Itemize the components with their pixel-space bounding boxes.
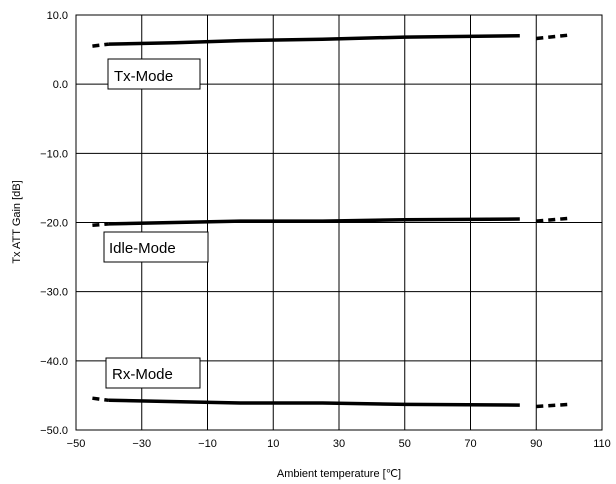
- rx-mode-line-extension-low: [92, 396, 110, 403]
- x-tick-label: 30: [333, 438, 345, 450]
- tx-mode-line-extension-low: [92, 42, 110, 48]
- idle-mode-label: Idle-Mode: [109, 240, 176, 257]
- x-tick-label: 50: [399, 438, 411, 450]
- x-tick-label: 110: [593, 438, 611, 450]
- tx-mode-line-extension-high: [536, 33, 570, 41]
- x-tick-label: −50: [67, 438, 86, 450]
- idle-mode-label-box: Idle-Mode: [103, 231, 209, 263]
- y-tick-labels: 10.0 0.0 −10.0 −20.0 −30.0 −40.0 −50.0: [40, 10, 68, 437]
- idle-mode-line: [108, 217, 520, 226]
- y-tick-label: −10.0: [40, 148, 68, 160]
- y-tick-label: 10.0: [47, 10, 68, 22]
- y-tick-label: −30.0: [40, 287, 68, 299]
- x-tick-label: −30: [132, 438, 151, 450]
- rx-mode-label: Rx-Mode: [112, 366, 173, 383]
- tx-mode-label-box: Tx-Mode: [107, 58, 201, 90]
- x-tick-label: 90: [530, 438, 542, 450]
- tx-mode-line: [108, 34, 520, 46]
- x-tick-label: −10: [198, 438, 217, 450]
- rx-mode-line: [108, 398, 520, 407]
- x-axis-title: Ambient temperature [℃]: [277, 468, 401, 480]
- data-series: [92, 33, 570, 409]
- tx-mode-label: Tx-Mode: [114, 68, 173, 85]
- idle-mode-line-extension-low: [92, 222, 110, 228]
- y-tick-label: −20.0: [40, 218, 68, 230]
- y-tick-label: −40.0: [40, 356, 68, 368]
- x-tick-labels: −50 −30 −10 10 30 50 70 90 110: [67, 438, 611, 450]
- y-axis-title: Tx ATT Gain [dB]: [11, 180, 23, 263]
- rx-mode-label-box: Rx-Mode: [105, 357, 201, 389]
- idle-mode-line-extension-high: [536, 216, 570, 223]
- x-tick-label: 10: [267, 438, 279, 450]
- y-tick-label: 0.0: [53, 79, 68, 91]
- x-tick-label: 70: [464, 438, 476, 450]
- rx-mode-line-extension-high: [536, 402, 570, 409]
- y-tick-label: −50.0: [40, 425, 68, 437]
